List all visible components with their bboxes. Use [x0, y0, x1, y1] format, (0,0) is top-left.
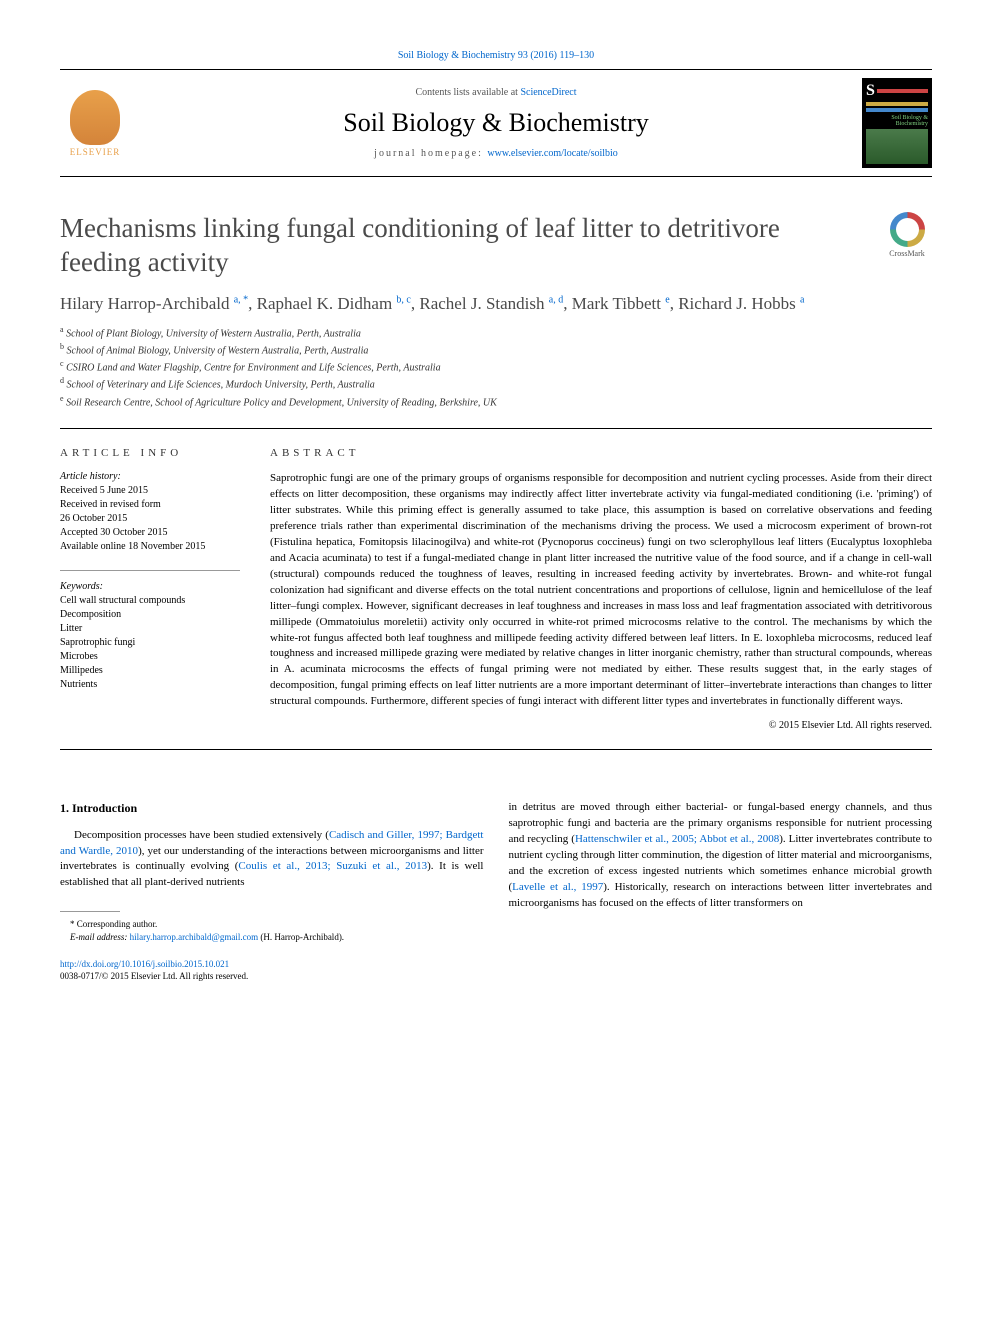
contents-line: Contents lists available at ScienceDirec… [130, 87, 862, 98]
divider [60, 428, 932, 429]
affiliations-list: a School of Plant Biology, University of… [60, 324, 932, 411]
sciencedirect-link[interactable]: ScienceDirect [520, 87, 576, 98]
journal-name: Soil Biology & Biochemistry [130, 108, 862, 138]
article-title: Mechanisms linking fungal conditioning o… [60, 212, 867, 280]
homepage-link[interactable]: www.elsevier.com/locate/soilbio [487, 148, 617, 159]
corresponding-author-note: * Corresponding author. [60, 918, 484, 931]
contents-prefix: Contents lists available at [415, 87, 520, 98]
intro-paragraph-2: in detritus are moved through either bac… [509, 800, 933, 912]
body-column-right: in detritus are moved through either bac… [509, 800, 933, 983]
publisher-name: ELSEVIER [70, 147, 121, 157]
journal-citation[interactable]: Soil Biology & Biochemistry 93 (2016) 11… [60, 50, 932, 61]
crossmark-badge[interactable]: CrossMark [882, 212, 932, 262]
body-column-left: 1. Introduction Decomposition processes … [60, 800, 484, 983]
doi-link[interactable]: http://dx.doi.org/10.1016/j.soilbio.2015… [60, 959, 229, 969]
info-divider [60, 570, 240, 571]
homepage-prefix: journal homepage: [374, 148, 487, 159]
article-history: Received 5 June 2015Received in revised … [60, 484, 240, 554]
journal-cover-thumbnail: S Soil Biology & Biochemistry [862, 78, 932, 168]
email-footnote: E-mail address: hilary.harrop.archibald@… [60, 931, 484, 944]
crossmark-icon [890, 212, 925, 247]
citation-link[interactable]: Lavelle et al., 1997 [512, 881, 603, 893]
abstract-heading: ABSTRACT [270, 447, 932, 459]
issn-copyright: 0038-0717/© 2015 Elsevier Ltd. All right… [60, 971, 248, 981]
citation-link[interactable]: Hattenschwiler et al., 2005; Abbot et al… [575, 833, 779, 845]
keywords-list: Cell wall structural compoundsDecomposit… [60, 594, 240, 692]
cover-photo-icon [866, 129, 928, 164]
copyright-line: © 2015 Elsevier Ltd. All rights reserved… [270, 720, 932, 731]
footnote-separator [60, 911, 120, 912]
article-info-sidebar: ARTICLE INFO Article history: Received 5… [60, 447, 240, 731]
journal-header: ELSEVIER Contents lists available at Sci… [60, 69, 932, 177]
divider [60, 749, 932, 750]
authors-list: Hilary Harrop-Archibald a, *, Raphael K.… [60, 294, 932, 314]
doi-block: http://dx.doi.org/10.1016/j.soilbio.2015… [60, 958, 484, 983]
cover-label: Soil Biology & Biochemistry [866, 115, 928, 127]
cover-letter-icon: S [866, 82, 875, 100]
citation-link[interactable]: Coulis et al., 2013; Suzuki et al., 2013 [238, 860, 427, 872]
abstract-text: Saprotrophic fungi are one of the primar… [270, 471, 932, 710]
section-heading-intro: 1. Introduction [60, 800, 484, 817]
journal-homepage: journal homepage: www.elsevier.com/locat… [130, 148, 862, 159]
intro-paragraph-1: Decomposition processes have been studie… [60, 828, 484, 892]
article-info-heading: ARTICLE INFO [60, 447, 240, 459]
keywords-label: Keywords: [60, 581, 240, 592]
crossmark-label: CrossMark [889, 249, 925, 258]
author-email-link[interactable]: hilary.harrop.archibald@gmail.com [130, 932, 258, 942]
history-label: Article history: [60, 471, 240, 482]
elsevier-tree-icon [70, 90, 120, 145]
elsevier-logo: ELSEVIER [60, 83, 130, 163]
abstract-section: ABSTRACT Saprotrophic fungi are one of t… [270, 447, 932, 731]
